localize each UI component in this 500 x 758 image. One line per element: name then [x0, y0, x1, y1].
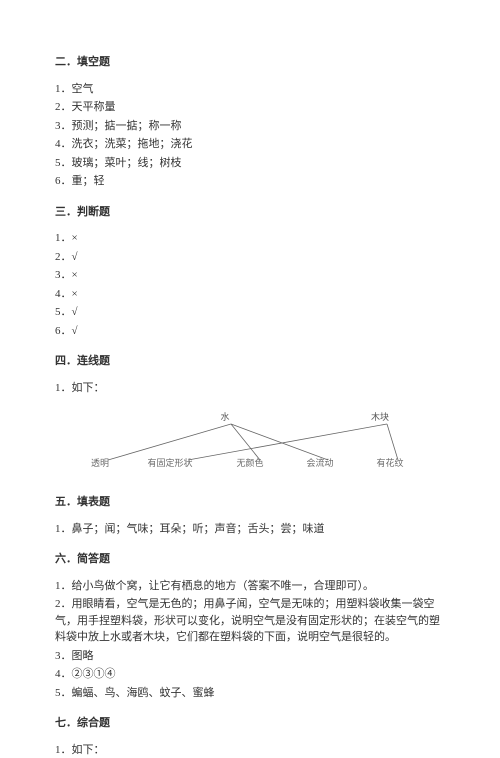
- s3-item: 3．×: [55, 267, 445, 284]
- s3-item: 1．×: [55, 230, 445, 247]
- svg-text:有花纹: 有花纹: [376, 457, 403, 468]
- s2-item: 1．空气: [55, 81, 445, 98]
- svg-text:有固定形状: 有固定形状: [147, 457, 192, 468]
- s2-item: 4．洗衣；洗菜；拖地；浇花: [55, 136, 445, 153]
- section-5-title: 五．填表题: [55, 494, 445, 511]
- section-7-title: 七．综合题: [55, 715, 445, 732]
- section-4-title: 四．连线题: [55, 353, 445, 370]
- s6-item: 3．图略: [55, 648, 445, 665]
- svg-text:会流动: 会流动: [306, 457, 333, 468]
- section-2-list: 1．空气 2．天平称量 3．预测；掂一掂；称一称 4．洗衣；洗菜；拖地；浇花 5…: [55, 81, 445, 190]
- s2-item: 2．天平称量: [55, 99, 445, 116]
- s7-intro: 1．如下：: [55, 742, 445, 758]
- s3-item: 6．√: [55, 323, 445, 340]
- s6-item: 1．给小鸟做个窝，让它有栖息的地方（答案不唯一，合理即可）。: [55, 578, 445, 595]
- s4-intro: 1．如下：: [55, 380, 445, 397]
- section-3-list: 1．× 2．√ 3．× 4．× 5．√ 6．√: [55, 230, 445, 339]
- section-6-title: 六．简答题: [55, 551, 445, 568]
- s6-item: 2．用眼睛看，空气是无色的；用鼻子闻，空气是无味的；用塑料袋收集一袋空气，用手捏…: [55, 596, 445, 646]
- s2-item: 5．玻璃；菜叶；线；树枝: [55, 155, 445, 172]
- svg-text:透明: 透明: [91, 458, 109, 468]
- s5-item: 1．鼻子；闻；气味；耳朵；听；声音；舌头；尝；味道: [55, 521, 445, 538]
- s3-item: 2．√: [55, 249, 445, 266]
- svg-text:无颜色: 无颜色: [236, 457, 263, 468]
- svg-text:水: 水: [220, 411, 229, 422]
- matching-svg: 水 木块透明 有固定形状 无颜色 会流动 有花纹: [70, 410, 430, 480]
- section-3-title: 三．判断题: [55, 204, 445, 221]
- section-2-title: 二．填空题: [55, 54, 445, 71]
- s3-item: 4．×: [55, 286, 445, 303]
- s2-item: 6．重；轻: [55, 173, 445, 190]
- matching-diagram: 水 木块透明 有固定形状 无颜色 会流动 有花纹: [55, 410, 445, 480]
- section-5-list: 1．鼻子；闻；气味；耳朵；听；声音；舌头；尝；味道: [55, 521, 445, 538]
- s6-item: 4．②③①④: [55, 666, 445, 683]
- s2-item: 3．预测；掂一掂；称一称: [55, 118, 445, 135]
- s3-item: 5．√: [55, 304, 445, 321]
- s6-item: 5．蝙蝠、鸟、海鸥、蚊子、蜜蜂: [55, 685, 445, 702]
- svg-text:木块: 木块: [371, 411, 389, 422]
- section-6-list: 1．给小鸟做个窝，让它有栖息的地方（答案不唯一，合理即可）。 2．用眼睛看，空气…: [55, 578, 445, 702]
